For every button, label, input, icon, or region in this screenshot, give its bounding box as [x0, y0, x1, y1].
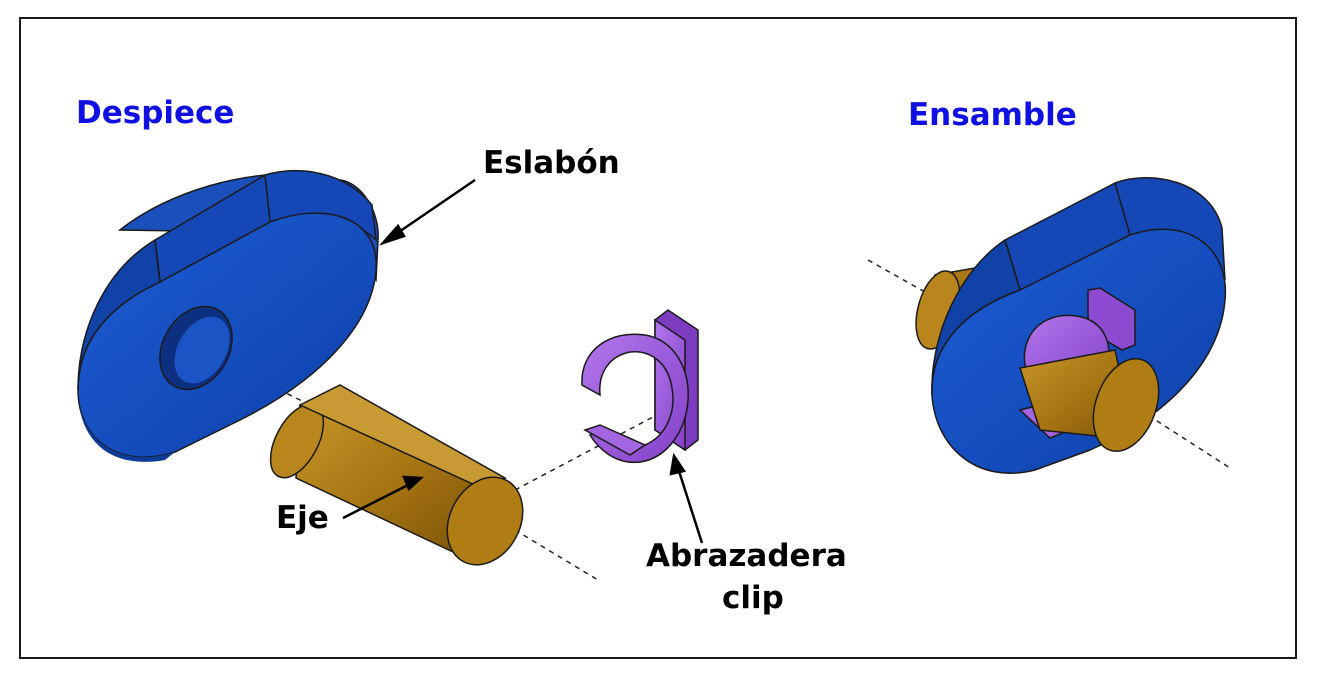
assembled-view — [867, 177, 1231, 474]
label-link: Eslabón — [483, 145, 620, 181]
shaft-part — [269, 384, 524, 566]
heading-assembled: Ensamble — [908, 97, 1077, 133]
diagram-frame — [19, 17, 1297, 659]
link-part — [77, 170, 379, 462]
axis-line-exploded-3 — [514, 529, 599, 581]
clip-part — [581, 309, 699, 464]
label-clip-line2: clip — [722, 580, 784, 616]
label-shaft: Eje — [276, 500, 329, 536]
exploded-view — [77, 170, 704, 581]
axis-line-assembled-1 — [867, 259, 926, 293]
leader-arrows-exploded — [342, 178, 704, 544]
assembled-shaft-front — [1019, 349, 1160, 453]
label-clip-line1: Abrazadera — [646, 538, 847, 574]
axis-line-assembled-2 — [1139, 409, 1231, 469]
heading-exploded: Despiece — [76, 95, 235, 131]
